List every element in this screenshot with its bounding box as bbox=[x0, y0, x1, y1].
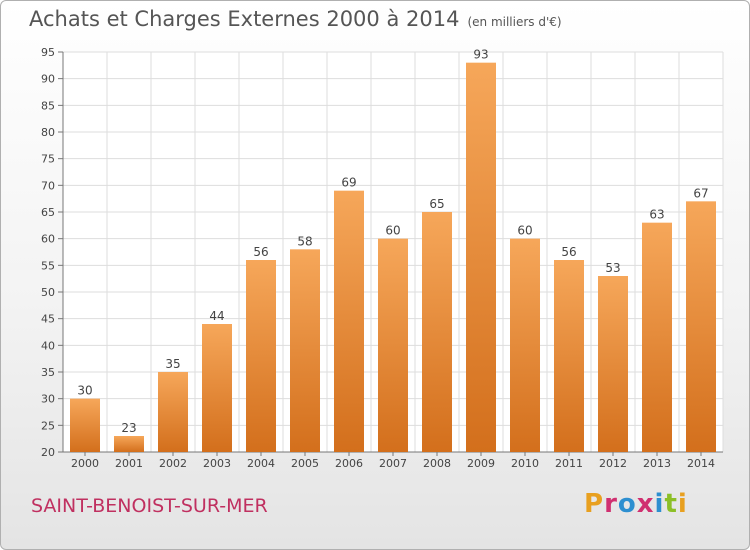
bar-2006 bbox=[334, 190, 364, 452]
bars bbox=[70, 62, 716, 453]
bar-2011 bbox=[554, 260, 584, 452]
x-tick-label-2011: 2011 bbox=[555, 457, 583, 470]
logo-letter: P bbox=[584, 489, 605, 519]
data-label-2003: 44 bbox=[209, 309, 224, 323]
x-tick-label-2013: 2013 bbox=[643, 457, 671, 470]
logo-letter: t bbox=[664, 489, 678, 519]
chart-title-text: Achats et Charges Externes 2000 à 2014 bbox=[29, 7, 460, 31]
bar-2001 bbox=[114, 436, 144, 452]
x-tick-label-2014: 2014 bbox=[687, 457, 715, 470]
logo-letter: i bbox=[677, 489, 688, 519]
data-label-2001: 23 bbox=[121, 421, 136, 435]
data-label-2002: 35 bbox=[165, 357, 180, 371]
x-tick-label-2001: 2001 bbox=[115, 457, 143, 470]
y-tick-label: 30 bbox=[41, 393, 55, 406]
bar-2004 bbox=[246, 260, 276, 452]
labels: 30 23 35 44 56 58 69 60 65 93 60 56 53 63 67 bbox=[77, 48, 708, 435]
x-tick-label-2012: 2012 bbox=[599, 457, 627, 470]
y-tick-label: 90 bbox=[41, 73, 55, 86]
y-tick-label: 40 bbox=[41, 339, 55, 352]
data-label-2004: 56 bbox=[253, 245, 268, 259]
y-tick-label: 65 bbox=[41, 206, 55, 219]
y-tick-label: 35 bbox=[41, 366, 55, 379]
y-tick-label: 95 bbox=[41, 46, 55, 59]
data-label-2013: 63 bbox=[649, 208, 664, 222]
x-tick-label-2007: 2007 bbox=[379, 457, 407, 470]
data-label-2007: 60 bbox=[385, 224, 400, 238]
bar-2000 bbox=[70, 398, 100, 452]
x-tick-label-2004: 2004 bbox=[247, 457, 275, 470]
x-tick-label-2002: 2002 bbox=[159, 457, 187, 470]
bar-2009 bbox=[466, 62, 496, 453]
bar-2008 bbox=[422, 212, 452, 452]
x-tick-label-2009: 2009 bbox=[467, 457, 495, 470]
y-tick-label: 25 bbox=[41, 419, 55, 432]
y-tick-label: 80 bbox=[41, 126, 55, 139]
data-label-2005: 58 bbox=[297, 234, 312, 248]
data-label-2006: 69 bbox=[341, 176, 356, 190]
x-tick-label-2003: 2003 bbox=[203, 457, 231, 470]
y-tick-label: 70 bbox=[41, 179, 55, 192]
y-tick-label: 85 bbox=[41, 99, 55, 112]
bar-2002 bbox=[158, 372, 188, 452]
x-tick-label-2010: 2010 bbox=[511, 457, 539, 470]
logo-letter: o bbox=[617, 489, 637, 519]
bar-2005 bbox=[290, 249, 320, 452]
bar-2012 bbox=[598, 276, 628, 452]
logo-letter: x bbox=[636, 489, 655, 519]
data-label-2008: 65 bbox=[429, 197, 444, 211]
y-tick-label: 45 bbox=[41, 313, 55, 326]
data-label-2009: 93 bbox=[473, 48, 488, 62]
x-tick-label-2008: 2008 bbox=[423, 457, 451, 470]
data-label-2000: 30 bbox=[77, 384, 92, 398]
y-tick-label: 20 bbox=[41, 446, 55, 459]
logo-letter: r bbox=[604, 489, 618, 519]
x-tick-label-2006: 2006 bbox=[335, 457, 363, 470]
data-label-2012: 53 bbox=[605, 261, 620, 275]
bar-2010 bbox=[510, 238, 540, 452]
proxiti-logo[interactable]: Proxiti bbox=[584, 489, 688, 519]
data-label-2014: 67 bbox=[693, 186, 708, 200]
logo-letter: i bbox=[654, 489, 665, 519]
y-tick-label: 60 bbox=[41, 233, 55, 246]
bar-2007 bbox=[378, 238, 408, 452]
x-tick-label-2000: 2000 bbox=[71, 457, 99, 470]
bar-2014 bbox=[686, 201, 716, 452]
bar-2013 bbox=[642, 222, 672, 452]
y-tick-label: 55 bbox=[41, 259, 55, 272]
data-label-2010: 60 bbox=[517, 224, 532, 238]
y-tick-label: 50 bbox=[41, 286, 55, 299]
data-label-2011: 56 bbox=[561, 245, 576, 259]
bar-2003 bbox=[202, 324, 232, 452]
chart-subtitle: (en milliers d'€) bbox=[467, 15, 562, 29]
city-name: SAINT-BENOIST-SUR-MER bbox=[31, 495, 268, 517]
x-tick-label-2005: 2005 bbox=[291, 457, 319, 470]
chart-title: Achats et Charges Externes 2000 à 2014 (e… bbox=[29, 7, 562, 31]
y-tick-label: 75 bbox=[41, 153, 55, 166]
